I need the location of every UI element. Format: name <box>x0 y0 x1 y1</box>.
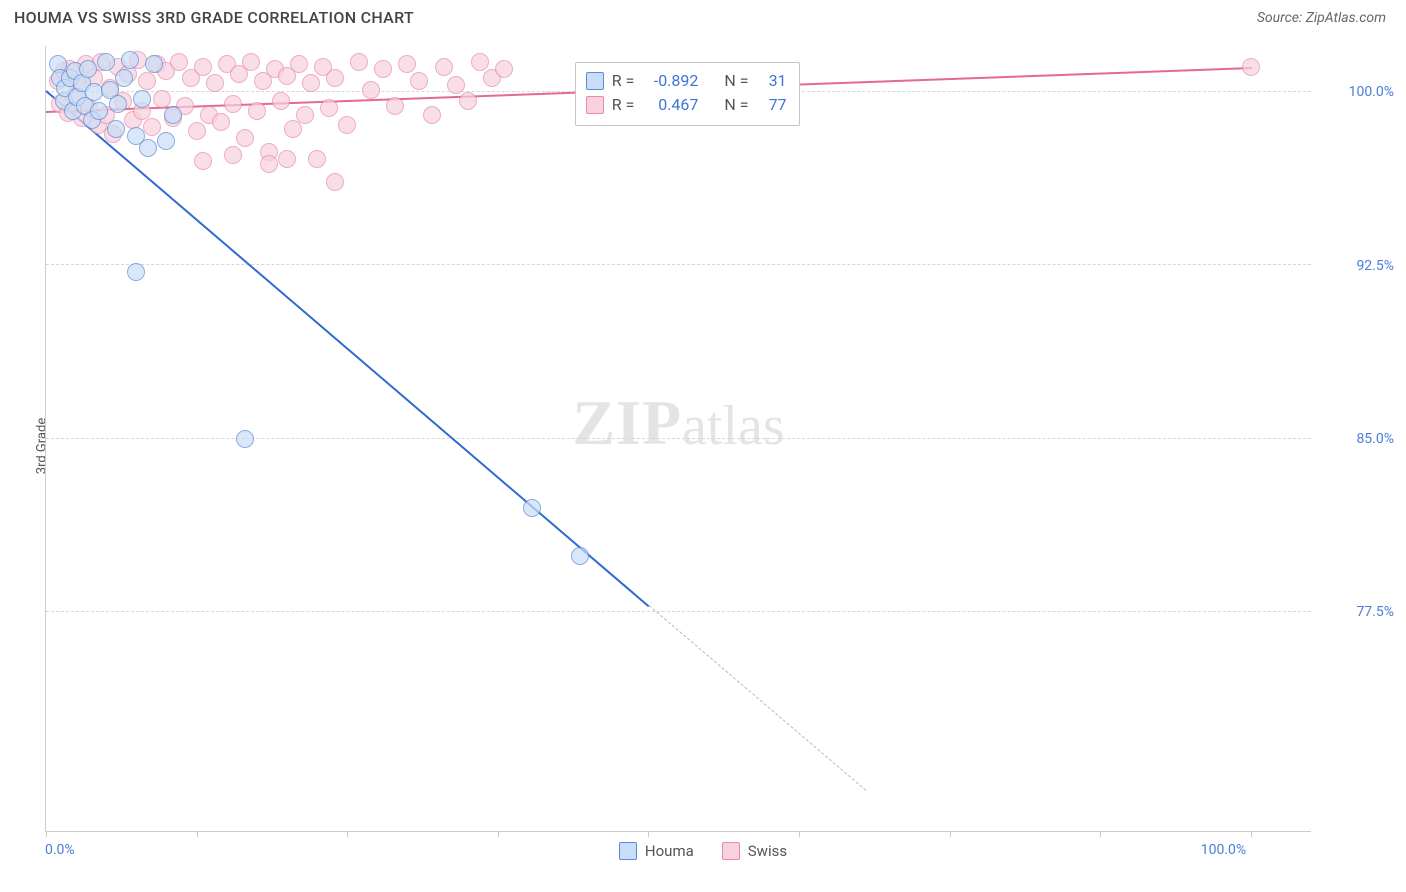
data-point <box>571 547 589 565</box>
data-point <box>143 118 161 136</box>
data-point <box>127 263 145 281</box>
data-point <box>242 53 260 71</box>
data-point <box>224 95 242 113</box>
data-point <box>398 55 416 73</box>
stat-label: R = <box>612 69 635 93</box>
data-point <box>326 173 344 191</box>
data-point <box>109 95 127 113</box>
data-point <box>410 72 428 90</box>
grid-line <box>46 611 1311 612</box>
legend-swatch <box>586 96 604 114</box>
stat-label: N = <box>724 69 748 93</box>
data-point <box>272 92 290 110</box>
x-tick <box>498 831 499 837</box>
data-point <box>139 139 157 157</box>
stats-box: R = -0.892 N = 31 R = 0.467 N = 77 <box>575 62 800 126</box>
data-point <box>194 58 212 76</box>
y-tick-label: 92.5% <box>1356 258 1394 274</box>
data-point <box>107 120 125 138</box>
data-point <box>362 81 380 99</box>
data-point <box>435 58 453 76</box>
legend-swatch <box>722 842 740 860</box>
legend-bottom: Houma Swiss <box>0 842 1406 864</box>
stats-row: R = -0.892 N = 31 <box>586 69 787 93</box>
data-point <box>97 53 115 71</box>
x-tick <box>46 831 47 837</box>
legend-item: Houma <box>619 842 694 860</box>
data-point <box>90 102 108 120</box>
stat-value: -0.892 <box>642 69 698 93</box>
x-tick <box>1100 831 1101 837</box>
data-point <box>224 146 242 164</box>
chart-header: HOUMA VS SWISS 3RD GRADE CORRELATION CHA… <box>0 0 1406 31</box>
data-point <box>374 60 392 78</box>
data-point <box>236 129 254 147</box>
x-tick-label: 0.0% <box>45 842 75 858</box>
legend-label: Swiss <box>748 842 787 860</box>
data-point <box>386 97 404 115</box>
trend-line <box>45 90 649 607</box>
data-point <box>248 102 266 120</box>
data-point <box>133 90 151 108</box>
x-tick <box>799 831 800 837</box>
data-point <box>320 99 338 117</box>
data-point <box>447 76 465 94</box>
x-tick <box>347 831 348 837</box>
data-point <box>308 150 326 168</box>
data-point <box>164 106 182 124</box>
legend-label: Houma <box>645 842 694 860</box>
data-point <box>459 92 477 110</box>
data-point <box>170 53 188 71</box>
data-point <box>206 74 224 92</box>
y-tick-label: 77.5% <box>1356 604 1394 620</box>
data-point <box>350 53 368 71</box>
watermark: ZIPatlas <box>572 386 784 460</box>
y-tick-label: 85.0% <box>1356 431 1394 447</box>
data-point <box>326 69 344 87</box>
x-tick <box>1251 831 1252 837</box>
stat-label: R = <box>612 93 635 117</box>
data-point <box>115 69 133 87</box>
y-tick-label: 100.0% <box>1349 84 1394 100</box>
x-tick <box>950 831 951 837</box>
data-point <box>79 60 97 78</box>
data-point <box>296 106 314 124</box>
data-point <box>153 90 171 108</box>
stat-label: N = <box>724 93 748 117</box>
stats-row: R = 0.467 N = 77 <box>586 93 787 117</box>
stat-value: 77 <box>757 93 787 117</box>
data-point <box>523 499 541 517</box>
data-point <box>157 132 175 150</box>
data-point <box>302 74 320 92</box>
data-point <box>1242 58 1260 76</box>
legend-item: Swiss <box>722 842 787 860</box>
data-point <box>236 430 254 448</box>
x-tick <box>648 831 649 837</box>
trend-line-dashed <box>649 606 867 792</box>
chart-plot-area: ZIPatlas R = -0.892 N = 31 R = 0.467 N = 77 <box>45 46 1311 832</box>
data-point <box>212 113 230 131</box>
data-point <box>138 72 156 90</box>
data-point <box>471 53 489 71</box>
legend-swatch <box>586 72 604 90</box>
data-point <box>121 51 139 69</box>
data-point <box>290 55 308 73</box>
chart-title: HOUMA VS SWISS 3RD GRADE CORRELATION CHA… <box>14 8 414 27</box>
data-point <box>495 60 513 78</box>
data-point <box>188 122 206 140</box>
x-tick-label: 100.0% <box>1201 842 1246 858</box>
data-point <box>278 150 296 168</box>
data-point <box>145 55 163 73</box>
data-point <box>423 106 441 124</box>
data-point <box>194 152 212 170</box>
data-point <box>338 116 356 134</box>
data-point <box>260 155 278 173</box>
stat-value: 31 <box>757 69 787 93</box>
legend-swatch <box>619 842 637 860</box>
x-tick <box>197 831 198 837</box>
grid-line <box>46 264 1311 265</box>
stat-value: 0.467 <box>642 93 698 117</box>
chart-source: Source: ZipAtlas.com <box>1257 10 1386 26</box>
